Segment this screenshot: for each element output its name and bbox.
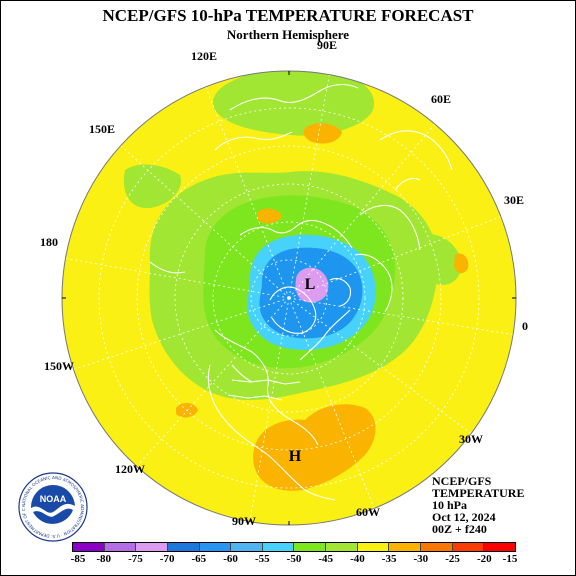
temperature-region-orange-n <box>258 208 282 224</box>
legend-label: -75 <box>128 553 143 565</box>
legend-label: -85 <box>70 553 86 565</box>
lon-label-0: 0 <box>522 319 528 333</box>
legend-label: -65 <box>191 553 207 565</box>
legend-label: -35 <box>381 553 397 565</box>
legend-label: -60 <box>223 553 238 565</box>
legend-label: -30 <box>413 553 429 565</box>
chart-title: NCEP/GFS 10-hPa TEMPERATURE FORECAST <box>102 6 474 25</box>
legend-swatch <box>262 543 295 551</box>
temperature-region-light-green-west <box>123 164 181 209</box>
temperature-region-light-green-north <box>213 71 374 136</box>
lon-label-150e: 150E <box>89 122 116 136</box>
legend-label: -20 <box>476 553 492 565</box>
forecast-info: NCEP/GFS TEMPERATURE 10 hPa Oct 12, 2024… <box>432 475 524 535</box>
legend-label: -80 <box>96 553 112 565</box>
legend-swatch <box>231 543 263 551</box>
info-level: 10 hPa <box>432 498 468 512</box>
legend-label: -45 <box>318 553 334 565</box>
lon-label-150w: 150W <box>44 359 74 373</box>
lon-label-90e: 90E <box>317 38 338 52</box>
legend-swatch <box>421 543 453 551</box>
legend-label: -70 <box>159 553 175 565</box>
noaa-logo: NATIONAL OCEANIC AND ATMOSPHERIC ADMINIS… <box>18 472 88 542</box>
legend-swatch <box>452 543 485 551</box>
coastlines <box>149 83 453 501</box>
legend-swatch <box>199 543 232 551</box>
chart-subtitle: Northern Hemisphere <box>226 27 350 42</box>
lon-label-120w: 120W <box>115 462 145 476</box>
legend-swatch <box>73 543 105 551</box>
info-date: Oct 12, 2024 <box>432 510 496 524</box>
temperature-region-orange-south <box>253 404 376 491</box>
legend-label: -15 <box>502 553 518 565</box>
lon-label-180: 180 <box>40 235 58 249</box>
legend-label: -55 <box>254 553 270 565</box>
legend-swatch <box>294 543 327 551</box>
info-forecast-hour: 00Z + f240 <box>432 522 487 536</box>
legend-label: -50 <box>286 553 302 565</box>
temperature-region-light-green-east <box>417 234 462 285</box>
legend-label: -25 <box>445 553 460 565</box>
low-pressure-marker: L <box>305 276 316 293</box>
lon-label-90w: 90W <box>232 514 256 528</box>
lon-label-30w: 30W <box>459 432 483 446</box>
svg-text:NOAA: NOAA <box>40 494 67 504</box>
info-model: NCEP/GFS <box>432 474 492 488</box>
high-pressure-marker: H <box>289 448 302 465</box>
legend-swatch <box>389 543 422 551</box>
legend-swatch <box>104 543 137 551</box>
graticule-meridians <box>63 71 516 521</box>
info-variable: TEMPERATURE <box>432 486 525 500</box>
legend-swatch <box>484 543 515 551</box>
legend-swatch <box>326 543 358 551</box>
lon-label-120e: 120E <box>191 49 218 63</box>
legend-swatch <box>167 543 200 551</box>
lon-label-60e: 60E <box>431 92 452 106</box>
legend-swatch <box>357 543 390 551</box>
temperature-region-orange-e <box>454 253 469 274</box>
lon-label-60w: 60W <box>356 505 380 519</box>
temperature-region-orange-ne <box>303 123 342 144</box>
legend-labels: -85 -80 -75 -70 -65 -60 -55 -50 -45 -40 -35 -30 -25 -… <box>70 553 518 567</box>
legend-label: -40 <box>350 553 365 565</box>
legend-swatch <box>136 543 168 551</box>
lon-label-30e: 30E <box>504 193 525 207</box>
edge-ticks <box>62 71 516 525</box>
graticule-latitudes <box>98 107 480 489</box>
color-legend <box>72 542 516 552</box>
